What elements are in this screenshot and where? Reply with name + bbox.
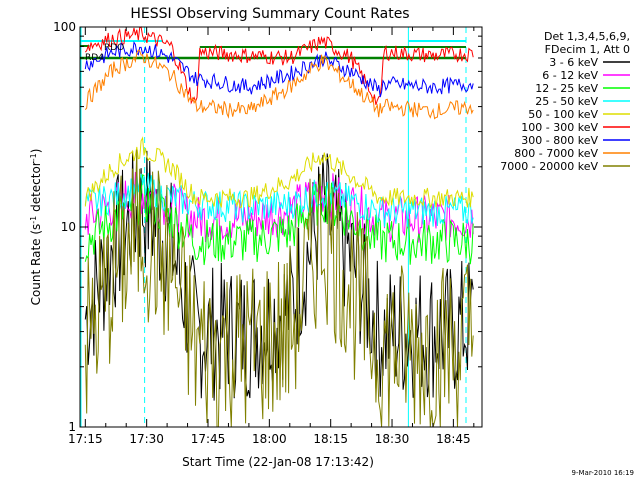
x-tick-label-4: 18:15 — [313, 432, 348, 446]
x-tick-label-5: 18:30 — [375, 432, 410, 446]
legend-label-3: 25 - 50 keV — [535, 95, 598, 108]
y-tick-label-0: 1 — [68, 420, 76, 434]
legend-label-8: 7000 - 20000 keV — [500, 160, 598, 173]
legend-label-6: 300 - 800 keV — [521, 134, 598, 147]
legend-label-0: 3 - 6 keV — [549, 56, 598, 69]
annotation-rd4: RD4 — [85, 53, 104, 63]
legend-header-line-1: Det 1,3,4,5,6,9, — [544, 30, 630, 43]
x-tick-label-0: 17:15 — [68, 432, 103, 446]
footer-date: 9-Mar-2010 16:19 — [572, 469, 634, 477]
y-tick-label-1: 10 — [61, 220, 76, 234]
series-layer — [84, 26, 474, 428]
legend-label-7: 800 - 7000 keV — [514, 147, 598, 160]
y-tick-label-2: 100 — [53, 20, 76, 34]
legend-header-line-2: FDecim 1, Att 0 — [545, 43, 630, 56]
series-line-6 — [84, 40, 474, 98]
legend-label-5: 100 - 300 keV — [521, 121, 598, 134]
axes: 17:15 17:30 17:45 18:00 18:15 18:30 18:45 1 10 10… — [53, 20, 482, 446]
series-line-5 — [84, 26, 474, 105]
x-axis-label: Start Time (22-Jan-08 17:13:42) — [182, 455, 374, 469]
chart-title: HESSI Observing Summary Count Rates — [130, 6, 409, 22]
legend-label-1: 6 - 12 keV — [542, 69, 598, 82]
legend: Det 1,3,4,5,6,9, FDecim 1, Att 0 3 - 6 k… — [500, 30, 630, 173]
x-tick-label-1: 17:30 — [129, 432, 164, 446]
annotation-rdo: RDO — [104, 43, 124, 53]
series-line-7 — [84, 49, 474, 120]
x-tick-label-3: 18:00 — [252, 432, 287, 446]
legend-label-4: 50 - 100 keV — [528, 108, 598, 121]
legend-label-2: 12 - 25 keV — [535, 82, 598, 95]
attenuator-bands — [80, 27, 467, 427]
series-line-4 — [84, 136, 474, 209]
x-tick-label-2: 17:45 — [191, 432, 226, 446]
x-tick-label-6: 18:45 — [436, 432, 471, 446]
series-line-8 — [84, 149, 474, 428]
y-axis-label: Count Rate (s-1 detector-1) — [29, 149, 43, 306]
series-line-3 — [84, 172, 474, 228]
series-line-2 — [84, 174, 474, 266]
